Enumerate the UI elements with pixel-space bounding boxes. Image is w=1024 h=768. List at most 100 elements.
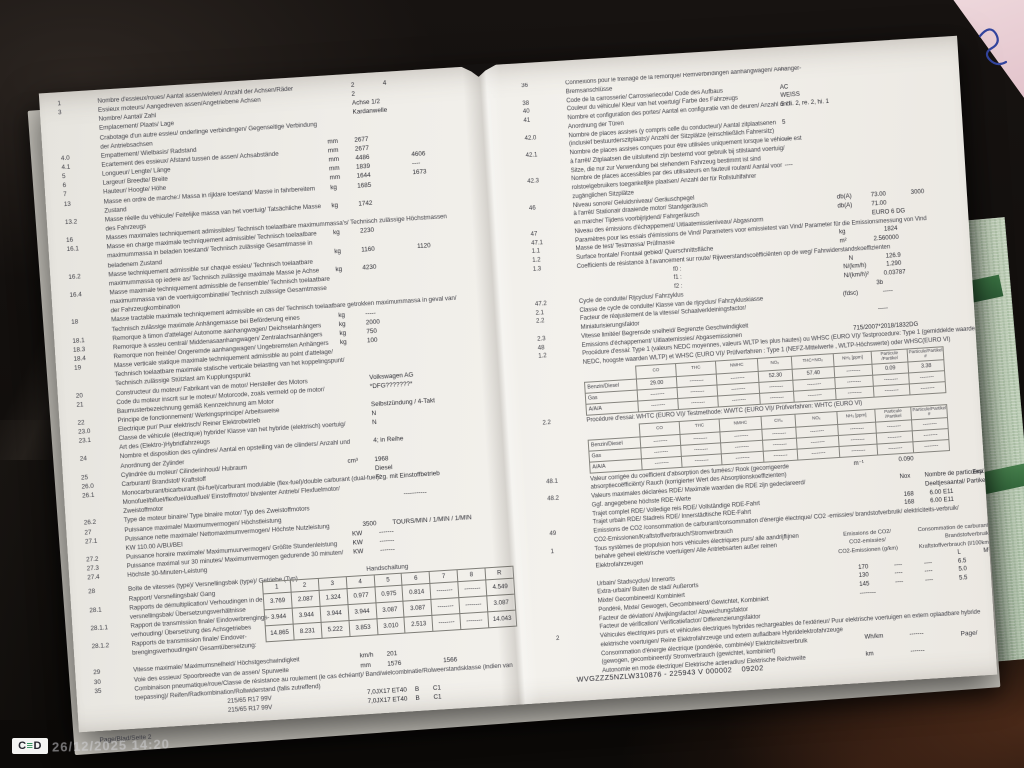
gear-cell: 1.324 bbox=[318, 589, 348, 607]
doc-value: m⁻¹ bbox=[853, 459, 865, 467]
line-number: 46 bbox=[528, 205, 536, 212]
gear-cell: 0.814 bbox=[402, 583, 432, 602]
line-number: 22 bbox=[77, 419, 85, 427]
doc-value: 2.560000 bbox=[873, 234, 899, 243]
doc-value: (fdsc) bbox=[842, 289, 859, 297]
doc-value: 7,0JX17 ET40 bbox=[367, 695, 408, 706]
doc-value: 6.00 E11 bbox=[929, 488, 954, 496]
etable-cell: -------- bbox=[677, 395, 719, 410]
line-label: f2 : bbox=[674, 283, 683, 290]
line-number: 16.1 bbox=[66, 245, 80, 254]
doc-value: Wh/km bbox=[864, 633, 884, 641]
unit-value: KW bbox=[352, 539, 364, 547]
etable-cell: -------- bbox=[876, 441, 914, 455]
line-number: 16.4 bbox=[69, 291, 83, 299]
value-1: ----- bbox=[365, 309, 376, 317]
doc-value: ------- bbox=[909, 630, 924, 638]
etable-cell: -------- bbox=[873, 383, 910, 397]
line-number: 20 bbox=[75, 391, 84, 400]
value-1: 1576 bbox=[387, 659, 402, 668]
co2-value: 170 bbox=[858, 563, 869, 571]
value-2: ---- bbox=[411, 159, 421, 168]
line-label: Zustand bbox=[104, 205, 127, 215]
gear-cell: 2.513 bbox=[404, 615, 434, 634]
etable-row-label: A/A/A bbox=[585, 400, 639, 416]
etable-cell: -------- bbox=[681, 453, 722, 467]
line-label: 215/65 R17 99V bbox=[227, 695, 272, 705]
line-number: 42.1 bbox=[525, 152, 538, 160]
gear-labels: 28 Boîte de vitesses (type)/ Versnellings… bbox=[70, 576, 298, 663]
line-number: 3 bbox=[57, 109, 62, 117]
etable-cell: -------- bbox=[797, 445, 840, 460]
co2-emissions-header: Emissions de CO2/CO2-emissies/CO2-Emissi… bbox=[826, 526, 909, 557]
gear-cell: -------- bbox=[459, 612, 489, 631]
doc-value: ----- bbox=[882, 287, 894, 295]
line-number: 42.0 bbox=[524, 134, 537, 142]
unit-value: kg bbox=[330, 183, 338, 191]
line-number: 35 bbox=[94, 687, 102, 695]
value-2: 4606 bbox=[411, 150, 426, 159]
unit-value: kg bbox=[338, 311, 346, 319]
line-number: 13.2 bbox=[64, 218, 78, 226]
gear-cell: 8.231 bbox=[293, 622, 322, 641]
gear-cell: 5.222 bbox=[320, 621, 350, 639]
line-number: 2.2 bbox=[542, 419, 552, 427]
value-1: 2 bbox=[351, 90, 356, 99]
doc-value: ---- bbox=[784, 162, 794, 170]
gear-cell: 14.865 bbox=[265, 624, 295, 643]
line-number: 2.2 bbox=[535, 318, 545, 325]
line-number: 24 bbox=[79, 455, 88, 464]
value-2: 1120 bbox=[416, 241, 431, 250]
line-number: 49 bbox=[549, 530, 557, 538]
etable-cell: -------- bbox=[835, 385, 875, 400]
value-1: Volkswagen AG bbox=[369, 371, 414, 381]
value-1: Achse 1/2 bbox=[351, 98, 381, 108]
right-page-rows: 36 Connexions pour le freinage de la remo… bbox=[479, 56, 997, 683]
line-number: 25 bbox=[80, 473, 89, 482]
etable-cell: -------- bbox=[763, 448, 798, 462]
line-number: 13 bbox=[63, 200, 72, 208]
line-number: 19 bbox=[73, 364, 82, 372]
line-number: 18 bbox=[71, 318, 79, 327]
doc-value: 3500 bbox=[362, 519, 377, 528]
line-number: 28.1.2 bbox=[91, 642, 110, 651]
doc-value: 1.290 bbox=[886, 260, 902, 268]
gear-cell: -------- bbox=[458, 596, 488, 615]
value-1: 1839 bbox=[355, 163, 371, 171]
co2-value: ---- bbox=[894, 570, 903, 577]
doc-value: 168 bbox=[904, 499, 915, 507]
line-number: 18.4 bbox=[73, 355, 87, 363]
line-number: 47.2 bbox=[534, 300, 547, 308]
co2-value: 5.0 bbox=[958, 566, 968, 573]
sub-col-l: L bbox=[957, 549, 961, 556]
doc-value: 71.00 bbox=[871, 200, 887, 208]
doc-value: AC bbox=[779, 83, 789, 91]
unit-value: mm bbox=[327, 137, 339, 146]
doc-value: C1 bbox=[433, 693, 442, 702]
page-footer-right: Page/ bbox=[960, 629, 978, 638]
unit-value: mm bbox=[328, 165, 340, 173]
line-number: 2 bbox=[555, 635, 560, 643]
value-1: *DFG???????* bbox=[369, 380, 413, 390]
line-number: 7 bbox=[63, 191, 67, 199]
line-number: 26.1 bbox=[81, 491, 95, 500]
doc-value: m² bbox=[839, 238, 847, 245]
etable-cell: -------- bbox=[717, 393, 761, 407]
doc-value: 0.03787 bbox=[883, 269, 906, 277]
line-number: 40 bbox=[522, 108, 530, 116]
coc-right-page: 36 Connexions pour le freinage de la remo… bbox=[478, 36, 997, 705]
value-1: 1742 bbox=[358, 199, 373, 208]
doc-value: 5 bbox=[781, 119, 786, 126]
value-1: 4230 bbox=[362, 263, 377, 272]
doc-value: Exp. bbox=[972, 468, 985, 476]
etable-cell: -------- bbox=[839, 443, 878, 457]
doc-value: N/(km/h) bbox=[843, 263, 867, 271]
etable-cell: -------- bbox=[909, 381, 946, 395]
line-number: 27.4 bbox=[87, 573, 100, 582]
line-number: 5 bbox=[61, 173, 66, 181]
etable-cell: -------- bbox=[912, 439, 950, 453]
gear-cell: 3.944 bbox=[292, 606, 321, 625]
doc-value: -------- bbox=[859, 589, 877, 597]
unit-value: KW bbox=[353, 548, 364, 556]
